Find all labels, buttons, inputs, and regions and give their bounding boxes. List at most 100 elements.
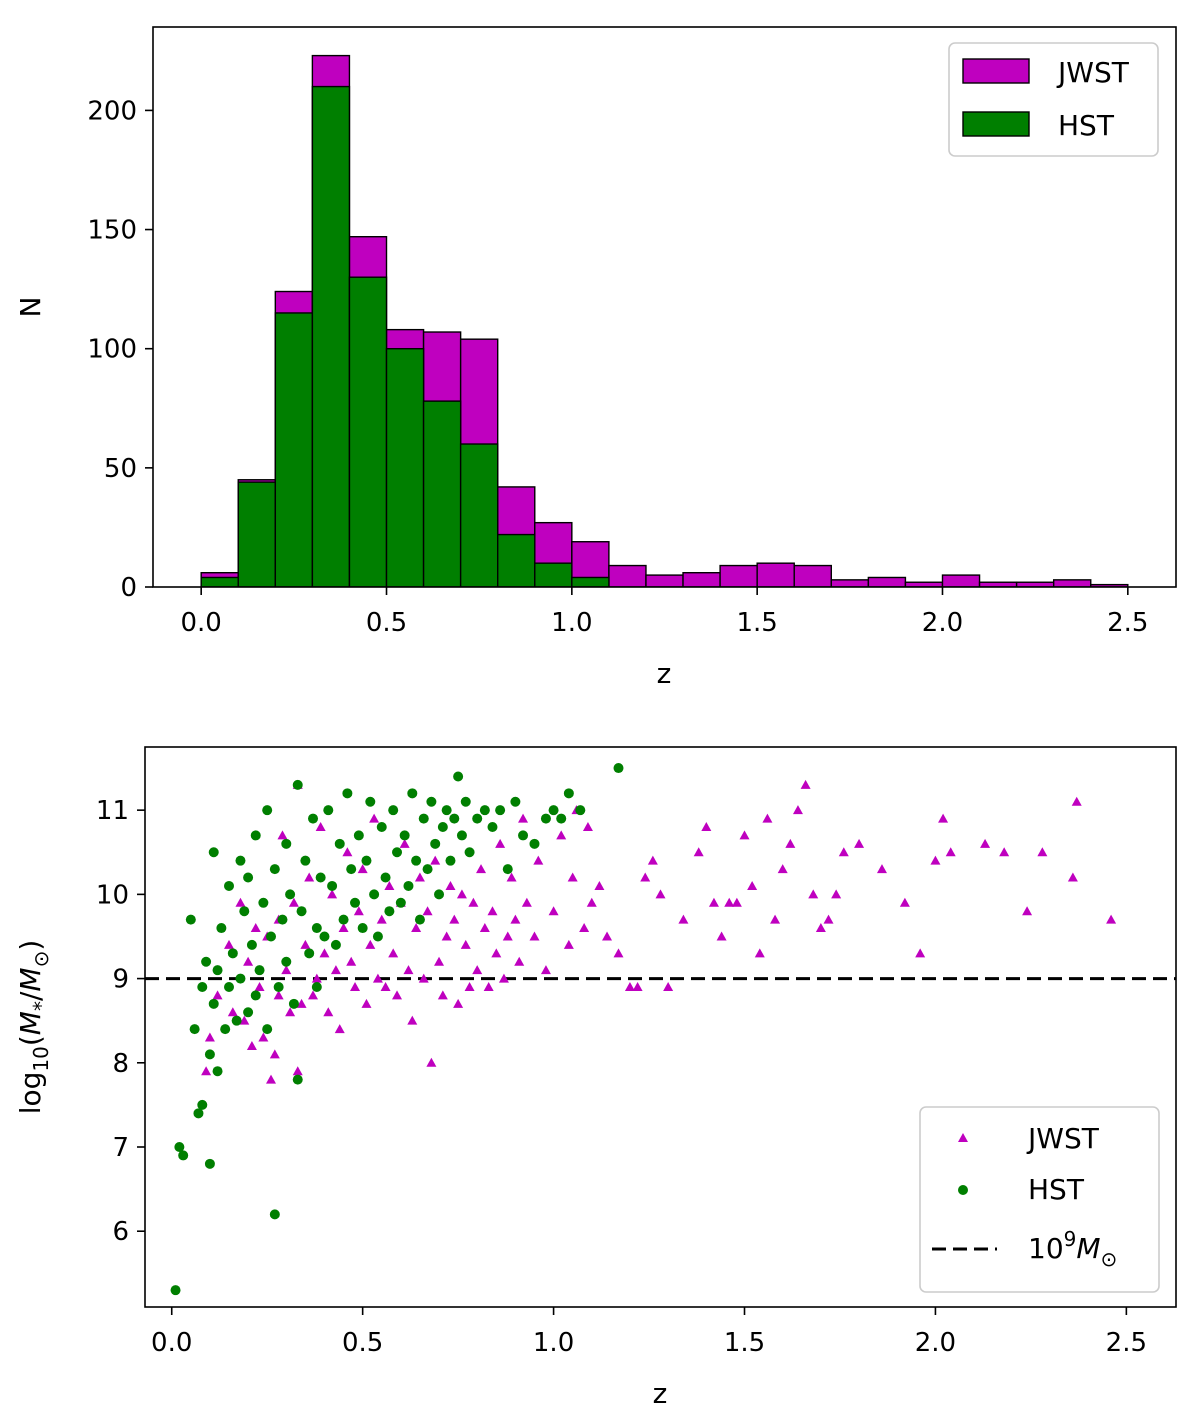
point-jwst bbox=[540, 965, 551, 975]
histogram-x-ticks: 0.0 0.5 1.0 1.5 2.0 2.5 bbox=[181, 587, 1148, 638]
point-hst bbox=[445, 855, 456, 866]
point-hst bbox=[250, 830, 261, 841]
point-hst bbox=[487, 822, 498, 832]
x-tick-label: 1.0 bbox=[533, 1328, 574, 1358]
point-jwst bbox=[739, 830, 750, 840]
point-hst bbox=[288, 998, 299, 1009]
x-tick-label: 0.0 bbox=[181, 608, 222, 638]
point-hst bbox=[418, 813, 429, 824]
point-jwst bbox=[285, 1007, 296, 1017]
y-tick-label: 10 bbox=[96, 880, 129, 910]
y-tick-label: 7 bbox=[112, 1133, 129, 1163]
point-jwst bbox=[204, 1032, 215, 1042]
scatter-points bbox=[170, 763, 1117, 1296]
point-hst bbox=[353, 830, 364, 841]
point-hst bbox=[220, 1024, 231, 1035]
point-jwst bbox=[647, 855, 658, 865]
point-jwst bbox=[388, 948, 399, 958]
point-hst bbox=[204, 1158, 215, 1169]
point-hst bbox=[380, 872, 391, 883]
point-hst bbox=[204, 1049, 215, 1060]
point-hst bbox=[372, 931, 383, 942]
point-jwst bbox=[304, 872, 315, 882]
point-jwst bbox=[296, 998, 307, 1008]
point-hst bbox=[246, 939, 257, 950]
histogram-bars bbox=[200, 54, 1129, 587]
point-jwst bbox=[762, 813, 773, 823]
point-hst bbox=[277, 914, 288, 925]
point-jwst bbox=[831, 889, 842, 899]
point-hst bbox=[510, 796, 521, 807]
point-jwst bbox=[273, 990, 284, 1000]
point-jwst bbox=[808, 889, 819, 899]
bar-jwst-16 bbox=[793, 564, 832, 587]
point-jwst bbox=[468, 897, 479, 907]
point-jwst bbox=[342, 847, 353, 857]
point-hst bbox=[319, 931, 330, 942]
point-jwst bbox=[464, 982, 475, 991]
point-jwst bbox=[754, 948, 765, 958]
point-jwst bbox=[430, 855, 441, 865]
point-hst bbox=[258, 897, 269, 908]
point-jwst bbox=[376, 914, 387, 924]
x-tick-label: 0.5 bbox=[366, 608, 407, 638]
point-hst bbox=[235, 855, 246, 866]
point-jwst bbox=[930, 855, 941, 865]
legend-swatch-hst bbox=[962, 111, 1030, 137]
x-tick-label: 2.0 bbox=[922, 608, 963, 638]
point-jwst bbox=[369, 813, 380, 823]
point-hst bbox=[197, 1099, 208, 1110]
point-jwst bbox=[308, 990, 319, 1000]
point-jwst bbox=[476, 864, 487, 874]
scatter-legend: JWST HST 109M⊙ bbox=[919, 1106, 1160, 1293]
point-jwst bbox=[586, 897, 597, 907]
bar-jwst-23 bbox=[1052, 579, 1092, 587]
point-hst bbox=[262, 805, 273, 816]
point-hst bbox=[224, 880, 235, 891]
point-hst bbox=[231, 1015, 242, 1026]
point-jwst bbox=[594, 880, 605, 890]
point-hst bbox=[292, 1074, 303, 1085]
point-hst bbox=[285, 889, 296, 900]
scatter-x-axis-label: z bbox=[653, 1377, 668, 1410]
point-hst bbox=[327, 880, 338, 891]
bar-jwst-15 bbox=[756, 562, 795, 587]
x-tick-label: 2.5 bbox=[1106, 1328, 1147, 1358]
y-tick-label: 100 bbox=[87, 335, 137, 365]
point-jwst bbox=[403, 965, 414, 975]
point-jwst bbox=[361, 998, 372, 1008]
point-jwst bbox=[663, 982, 674, 991]
point-hst bbox=[403, 880, 414, 891]
point-hst bbox=[357, 923, 368, 934]
point-jwst bbox=[472, 965, 483, 975]
point-jwst bbox=[235, 897, 246, 907]
point-jwst bbox=[281, 965, 292, 975]
point-jwst bbox=[770, 914, 781, 924]
point-jwst bbox=[288, 897, 299, 907]
point-jwst bbox=[334, 1024, 345, 1034]
point-hst bbox=[281, 838, 292, 849]
point-jwst bbox=[357, 864, 368, 874]
point-hst bbox=[254, 965, 265, 976]
bar-hst-3 bbox=[311, 85, 351, 587]
x-tick-label: 1.5 bbox=[724, 1328, 765, 1358]
point-jwst bbox=[785, 838, 796, 848]
bar-hst-6 bbox=[422, 400, 462, 587]
point-hst bbox=[281, 956, 292, 967]
point-hst bbox=[434, 889, 445, 900]
point-hst bbox=[296, 906, 307, 917]
bar-hst-2 bbox=[274, 312, 314, 587]
bar-jwst-14 bbox=[719, 564, 758, 587]
scatter-legend-box bbox=[919, 1106, 1160, 1293]
y-tick-label: 0 bbox=[120, 573, 137, 603]
point-hst bbox=[376, 822, 387, 832]
bar-hst-9 bbox=[534, 562, 573, 587]
point-jwst bbox=[479, 923, 490, 933]
point-hst bbox=[338, 914, 349, 925]
point-hst bbox=[178, 1150, 189, 1161]
bar-hst-5 bbox=[385, 348, 425, 587]
x-tick-label: 1.0 bbox=[551, 608, 592, 638]
point-jwst bbox=[815, 923, 826, 933]
scatter-legend-label-jwst: JWST bbox=[1026, 1122, 1100, 1155]
point-jwst bbox=[246, 1040, 257, 1050]
